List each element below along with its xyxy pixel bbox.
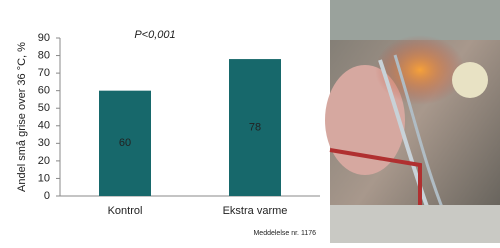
y-tick-label: 60 (38, 85, 50, 97)
y-tick-label: 20 (38, 155, 50, 167)
y-tick-label: 50 (38, 102, 50, 114)
photo (325, 0, 500, 243)
y-tick-label: 40 (38, 120, 50, 132)
value-label: 78 (249, 121, 261, 133)
y-tick-label: 80 (38, 49, 50, 61)
y-tick-label: 90 (38, 32, 50, 44)
y-tick-label: 0 (44, 190, 50, 202)
x-tick-label: Ekstra varme (223, 205, 288, 217)
x-tick-label: Kontrol (108, 205, 143, 217)
footnote: Meddelelse nr. 1176 (253, 230, 316, 237)
value-label: 60 (119, 137, 131, 149)
y-axis-label: Andel små grise over 36 °C, % (16, 42, 28, 192)
y-tick-label: 30 (38, 137, 50, 149)
y-tick-label: 70 (38, 67, 50, 79)
y-tick-label: 10 (38, 172, 50, 184)
page: {"chart_data": {"type": "bar", "y_label"… (0, 0, 500, 248)
annotation: P<0,001 (134, 29, 175, 41)
chart: Andel små grise over 36 °C, % P<0,001 Me… (0, 0, 500, 243)
